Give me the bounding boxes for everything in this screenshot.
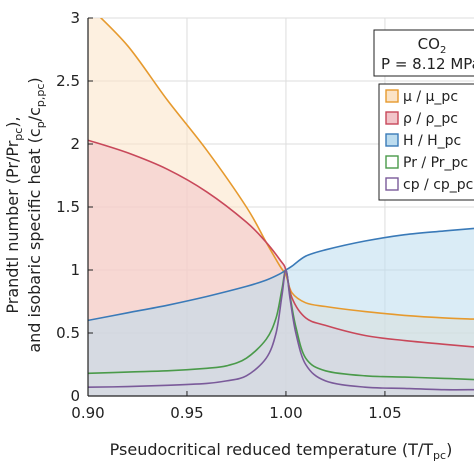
legend-swatch-4 (385, 155, 399, 169)
legend-label-5: cp / cp_pc (403, 177, 473, 193)
info-box-frame (373, 29, 474, 77)
series-lines (88, 18, 474, 391)
y-axis-title-line2: and isobaric specific heat (cp/cp,pc) (25, 77, 47, 352)
y-tick-label: 2.5 (56, 72, 80, 90)
y-tick-label: 0 (70, 387, 80, 405)
info-box-substance: CO2 (418, 35, 447, 56)
series-1-line (99, 18, 474, 320)
legend-swatch-5 (385, 177, 399, 191)
axis-ticks: 0.90 0.95 1.00 1.05 0 0.5 1 1.5 2 2.5 3 (56, 9, 401, 422)
y-tick-label: 0.5 (56, 324, 80, 342)
legend-label-4: Pr / Pr_pc (403, 155, 468, 171)
series-3-area (88, 228, 474, 396)
info-box-pressure: P = 8.12 MPa (381, 55, 474, 73)
legend-label-1: μ / μ_pc (403, 89, 458, 105)
legend-label-2: ρ / ρ_pc (403, 111, 458, 127)
y-tick-label: 1.5 (56, 198, 80, 216)
x-axis-title: Pseudocritical reduced temperature (T/Tp… (110, 440, 453, 462)
x-tick-label: 1.00 (269, 404, 302, 422)
y-axis-title-line1: Prandtl number (Pr/Prpc), (3, 116, 25, 313)
legend-swatch-1 (385, 89, 399, 103)
series-5-line (88, 269, 474, 391)
x-tick-label: 0.90 (71, 404, 104, 422)
legend-swatch-2 (385, 111, 399, 125)
legend-swatch-3 (385, 133, 399, 147)
info-box: CO2 P = 8.12 MPa (373, 29, 474, 77)
y-tick-label: 2 (70, 135, 80, 153)
y-tick-label: 3 (70, 9, 80, 27)
x-tick-label: 1.05 (368, 404, 401, 422)
legend-label-3: H / H_pc (403, 133, 461, 149)
y-tick-label: 1 (70, 261, 80, 279)
x-tick-label: 0.95 (170, 404, 203, 422)
